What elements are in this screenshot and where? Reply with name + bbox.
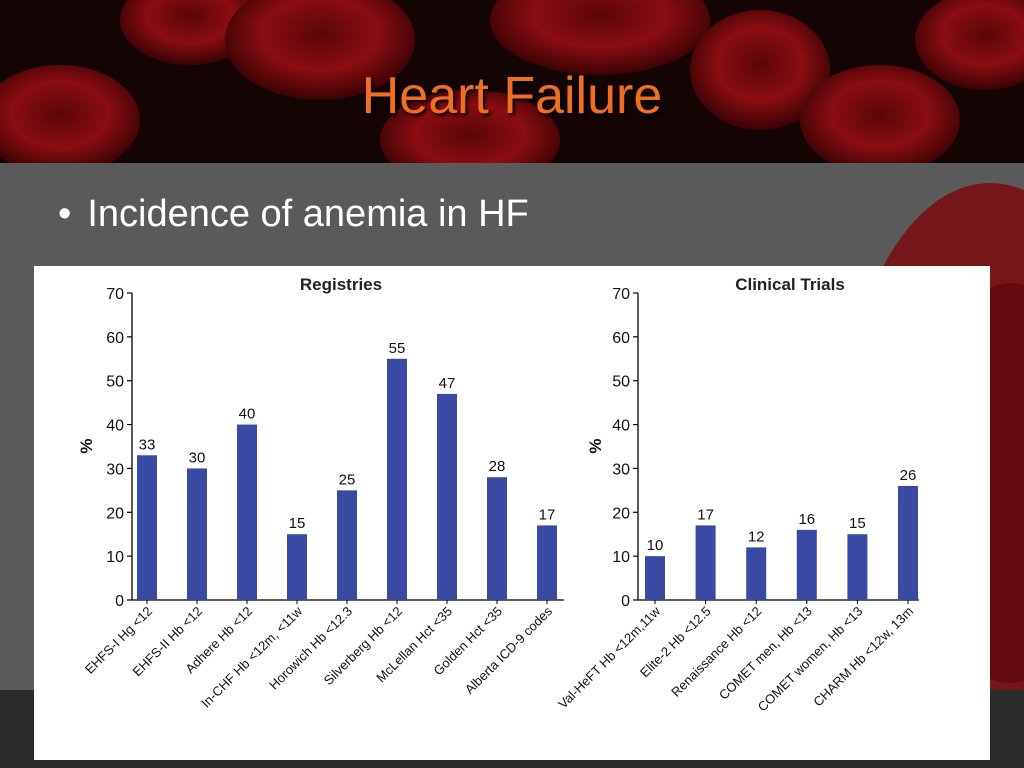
- y-tick-label: 50: [612, 374, 630, 391]
- bar: [487, 477, 507, 600]
- bar-value-label: 30: [189, 449, 206, 466]
- y-tick-label: 10: [612, 549, 630, 566]
- x-category-label: Horowich Hb <12.3: [266, 604, 355, 693]
- bar-value-label: 10: [647, 537, 664, 554]
- x-category-label: In-CHF Hb <12m, <11w: [198, 603, 305, 710]
- y-tick-label: 60: [612, 330, 630, 347]
- bar-value-label: 40: [239, 406, 256, 423]
- bar-value-label: 12: [748, 528, 765, 545]
- blood-cell-shape: [690, 10, 830, 130]
- blood-cell-shape: [225, 0, 415, 100]
- y-tick-label: 40: [612, 418, 630, 435]
- y-tick-label: 70: [106, 286, 124, 303]
- bar: [337, 490, 357, 600]
- y-tick-label: 30: [106, 461, 124, 478]
- y-tick-label: 20: [106, 505, 124, 522]
- bar-value-label: 26: [900, 467, 917, 484]
- y-tick-label: 40: [106, 418, 124, 435]
- bar: [437, 393, 457, 600]
- bar-value-label: 55: [389, 340, 406, 357]
- bullet-text: Incidence of anemia in HF: [87, 193, 529, 235]
- bar: [237, 424, 257, 600]
- title-banner: Heart Failure: [0, 0, 1024, 163]
- bar: [137, 455, 157, 600]
- slide-title: Heart Failure: [361, 67, 663, 125]
- bar: [387, 358, 407, 600]
- bar-value-label: 28: [489, 458, 506, 475]
- bar-value-label: 17: [539, 506, 556, 523]
- blood-cell-shape: [0, 65, 140, 163]
- x-category-label: Renaissance Hb <12: [668, 604, 764, 700]
- bar: [645, 556, 665, 600]
- bar: [847, 534, 868, 600]
- bar-value-label: 33: [139, 436, 156, 453]
- bar-value-label: 16: [798, 511, 815, 528]
- bar: [537, 525, 557, 600]
- bar-value-label: 47: [439, 375, 456, 392]
- y-axis-label: %: [77, 438, 96, 453]
- bar-value-label: 25: [339, 471, 356, 488]
- x-category-label: COMET men, Hb <13: [716, 604, 815, 703]
- blood-cell-shape: [915, 0, 1024, 90]
- bar-value-label: 15: [289, 515, 306, 532]
- x-category-label: Val-HeFT Hb <12m,11w: [555, 603, 663, 711]
- chart-title: Registries: [300, 275, 382, 294]
- bar: [187, 468, 207, 600]
- bar-value-label: 17: [697, 506, 714, 523]
- y-tick-label: 50: [106, 374, 124, 391]
- blood-cell-shape: [800, 65, 960, 163]
- chart-title: Clinical Trials: [735, 275, 845, 294]
- blood-cell-shape: [490, 0, 710, 75]
- y-tick-label: 0: [621, 593, 630, 610]
- y-tick-label: 70: [612, 286, 630, 303]
- blood-cell-shape: [380, 90, 560, 163]
- bar: [796, 529, 817, 600]
- y-tick-label: 10: [106, 549, 124, 566]
- y-tick-label: 20: [612, 505, 630, 522]
- anemia-figure: Registries 0 10 20 30 40 50 60 70% 33 EHFS-I Hg <1…: [34, 266, 990, 760]
- y-tick-label: 0: [115, 593, 124, 610]
- bar-value-label: 15: [849, 515, 866, 532]
- bullet-dot-icon: •: [58, 193, 72, 235]
- blood-cell-shape: [120, 0, 260, 65]
- y-axis-label: %: [586, 438, 605, 453]
- blood-cells-background: [0, 0, 1024, 163]
- bar: [695, 525, 716, 600]
- y-tick-label: 30: [612, 461, 630, 478]
- bar: [746, 547, 767, 600]
- bullet-point: • Incidence of anemia in HF: [58, 193, 529, 236]
- y-tick-label: 60: [106, 330, 124, 347]
- x-category-label: Alberta ICD-9 codes: [462, 603, 556, 697]
- x-category-label: CHARM Hb <12w, 13m: [810, 604, 916, 710]
- bar: [898, 485, 918, 600]
- bar: [287, 534, 307, 600]
